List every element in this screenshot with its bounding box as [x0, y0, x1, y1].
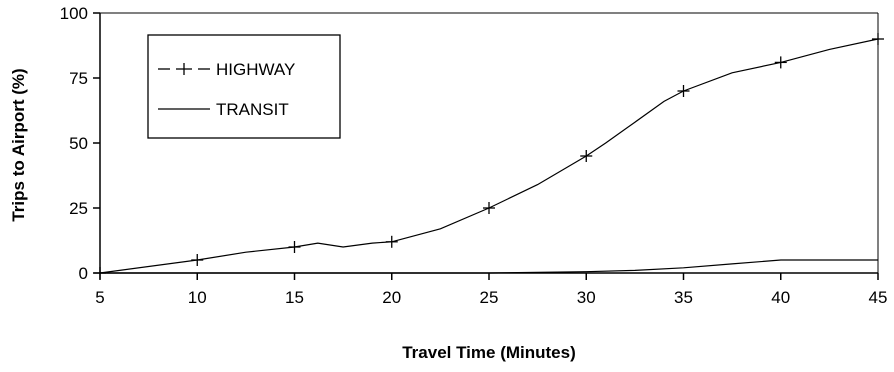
- data-point-marker: [677, 85, 690, 97]
- x-tick-label: 15: [285, 288, 304, 307]
- y-axis-title: Trips to Airport (%): [9, 68, 28, 221]
- data-point-marker: [483, 202, 495, 214]
- y-tick-label: 100: [60, 4, 88, 23]
- x-axis-title: Travel Time (Minutes): [402, 343, 576, 362]
- data-point-marker: [191, 254, 204, 266]
- legend-box: [147, 34, 341, 139]
- legend-entry: HIGHWAY: [158, 60, 295, 79]
- legend-label: HIGHWAY: [216, 60, 295, 79]
- y-tick-label: 50: [69, 134, 88, 153]
- data-point-marker: [288, 241, 301, 253]
- series-transit: [100, 259, 878, 274]
- data-point-marker: [774, 56, 787, 69]
- legend-entry: TRANSIT: [158, 100, 289, 119]
- legend-label: TRANSIT: [216, 100, 289, 119]
- x-tick-label: 20: [382, 288, 401, 307]
- x-tick-label: 45: [869, 288, 888, 307]
- x-tick-label: 25: [480, 288, 499, 307]
- y-tick-label: 25: [69, 199, 88, 218]
- data-point-marker: [580, 150, 593, 162]
- x-tick-label: 30: [577, 288, 596, 307]
- y-tick-label: 75: [69, 69, 88, 88]
- x-tick-label: 10: [188, 288, 207, 307]
- series-line-transit: [100, 259, 878, 274]
- x-tick-label: 40: [771, 288, 790, 307]
- data-point-marker: [872, 33, 884, 45]
- data-point-marker: [385, 235, 398, 248]
- x-tick-label: 35: [674, 288, 693, 307]
- y-tick-label: 0: [79, 264, 88, 283]
- x-tick-label: 5: [95, 288, 104, 307]
